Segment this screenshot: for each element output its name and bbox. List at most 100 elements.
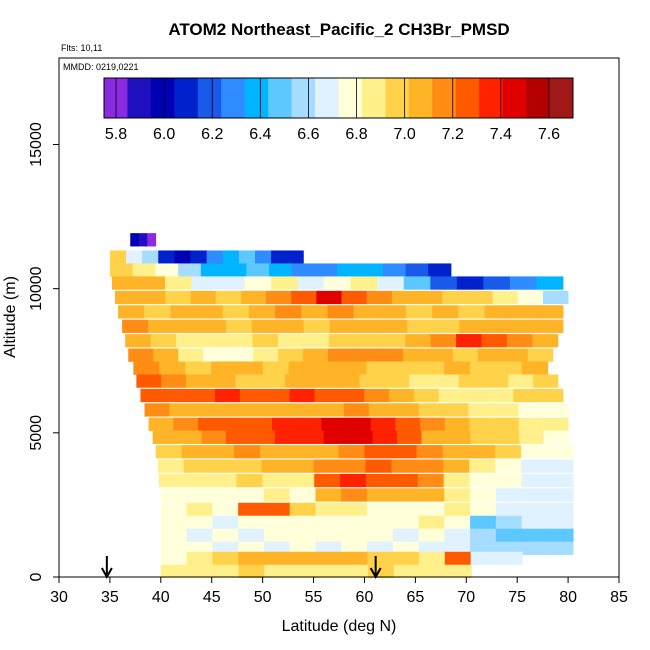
colorbar-swatch	[268, 78, 292, 118]
heatmap-cell	[228, 348, 254, 362]
heatmap-cell	[359, 374, 385, 388]
heatmap-cell	[445, 564, 472, 579]
heatmap-cell	[165, 276, 192, 290]
heatmap-cell	[428, 263, 452, 277]
heatmap-cell	[444, 528, 471, 542]
heatmap-cell	[186, 551, 213, 566]
heatmap-cell	[173, 417, 199, 431]
heatmap-cell	[263, 502, 291, 517]
heatmap-cell	[286, 445, 313, 459]
heatmap-cell	[367, 502, 394, 517]
heatmap-cell	[277, 334, 304, 348]
heatmap-cell	[234, 445, 261, 459]
colorbar-tick-label: 6.6	[297, 126, 319, 143]
heatmap-cell	[392, 528, 419, 542]
heatmap-cell	[109, 263, 134, 277]
heatmap-cell	[509, 276, 537, 290]
heatmap-cell	[150, 334, 177, 348]
heatmap-cell	[206, 250, 224, 264]
heatmap-cell	[341, 488, 368, 502]
chart-title: ATOM2 Northeast_Pacific_2 CH3Br_PMSD	[168, 20, 509, 39]
heatmap-cell	[538, 388, 564, 403]
heatmap-cell	[238, 551, 265, 566]
heatmap-cell	[367, 515, 394, 530]
x-tick-label: 60	[356, 589, 374, 606]
heatmap-cell	[395, 417, 421, 431]
x-axis: 30 35 40 45 50 55 60 65 70 75 80 85	[50, 577, 628, 606]
heatmap-cell	[263, 541, 291, 555]
heatmap-cell	[547, 473, 574, 488]
x-tick-label: 30	[50, 589, 68, 606]
heatmap-cell	[416, 445, 444, 459]
heatmap-cell	[160, 488, 187, 502]
heatmap-cell	[390, 445, 418, 459]
heatmap-cell	[379, 305, 407, 319]
heatmap-cell	[328, 334, 355, 348]
heatmap-cell	[341, 290, 368, 305]
x-tick-label: 35	[101, 589, 119, 606]
heatmap-cell	[158, 250, 175, 264]
heatmap-cell	[118, 305, 145, 319]
heatmap-cell	[176, 334, 202, 348]
heatmap-cell	[225, 430, 251, 444]
colorbar-tick-label: 6.4	[249, 126, 271, 143]
heatmap-cell	[327, 305, 355, 319]
heatmap-cell	[203, 348, 229, 362]
heatmap-cell	[209, 459, 237, 473]
heatmap-cell	[519, 430, 545, 444]
heatmap-cell	[364, 388, 390, 403]
heatmap-cell	[392, 515, 419, 530]
heatmap-cell	[377, 276, 405, 290]
heatmap-cell	[403, 276, 431, 290]
heatmap-cell	[299, 430, 325, 444]
colorbar-swatch	[526, 78, 550, 118]
heatmap-cell	[136, 374, 162, 388]
heatmap-cell	[173, 319, 201, 333]
heatmap-cell	[318, 403, 345, 417]
heatmap-cell	[296, 417, 322, 431]
colorbar-swatch	[361, 78, 386, 118]
heatmap-cell	[246, 263, 270, 277]
heatmap-cell	[185, 361, 212, 375]
heatmap-cell	[547, 528, 574, 542]
x-tick-label: 55	[305, 589, 323, 606]
heatmap-cell	[513, 388, 539, 403]
heatmap-cell	[340, 473, 367, 488]
heatmap-cell	[271, 417, 298, 431]
heatmap-cell	[494, 445, 522, 459]
heatmap-cell	[140, 388, 166, 403]
heatmap-cell	[368, 403, 395, 417]
heatmap-cell	[275, 305, 302, 319]
heatmap-cell	[430, 334, 457, 348]
heatmap-cell	[433, 374, 460, 388]
x-axis-label: Latitude (deg N)	[282, 618, 397, 635]
heatmap-cell	[407, 319, 434, 333]
heatmap-cell	[456, 334, 482, 348]
heatmap-cell	[343, 403, 370, 417]
heatmap-cell	[210, 473, 237, 488]
heatmap-cell	[186, 488, 213, 502]
heatmap-cell	[392, 361, 419, 375]
heatmap-cell	[236, 473, 263, 488]
heatmap-cell	[190, 290, 217, 305]
heatmap-cell	[495, 488, 523, 502]
heatmap-cell	[238, 515, 265, 530]
heatmap-cell	[444, 417, 470, 431]
heatmap-cell	[238, 564, 265, 579]
heatmap-cell	[402, 348, 429, 362]
heatmap-cell	[212, 502, 239, 517]
heatmap-cell	[183, 459, 211, 473]
heatmap-cell	[239, 388, 266, 403]
x-tick-label: 40	[152, 589, 170, 606]
colorbar-tick-label: 6.0	[153, 126, 175, 143]
heatmap-cell	[200, 263, 225, 277]
heatmap-cell	[314, 473, 341, 488]
y-tick-label: 15000	[28, 122, 45, 167]
heatmap-cell	[391, 290, 418, 305]
heatmap-cell	[417, 459, 444, 473]
heatmap-cell	[341, 564, 369, 579]
heatmap-cell	[309, 374, 336, 388]
colorbar-swatch	[127, 78, 152, 118]
heatmap-cell	[315, 551, 342, 566]
heatmap-cell	[543, 417, 569, 431]
